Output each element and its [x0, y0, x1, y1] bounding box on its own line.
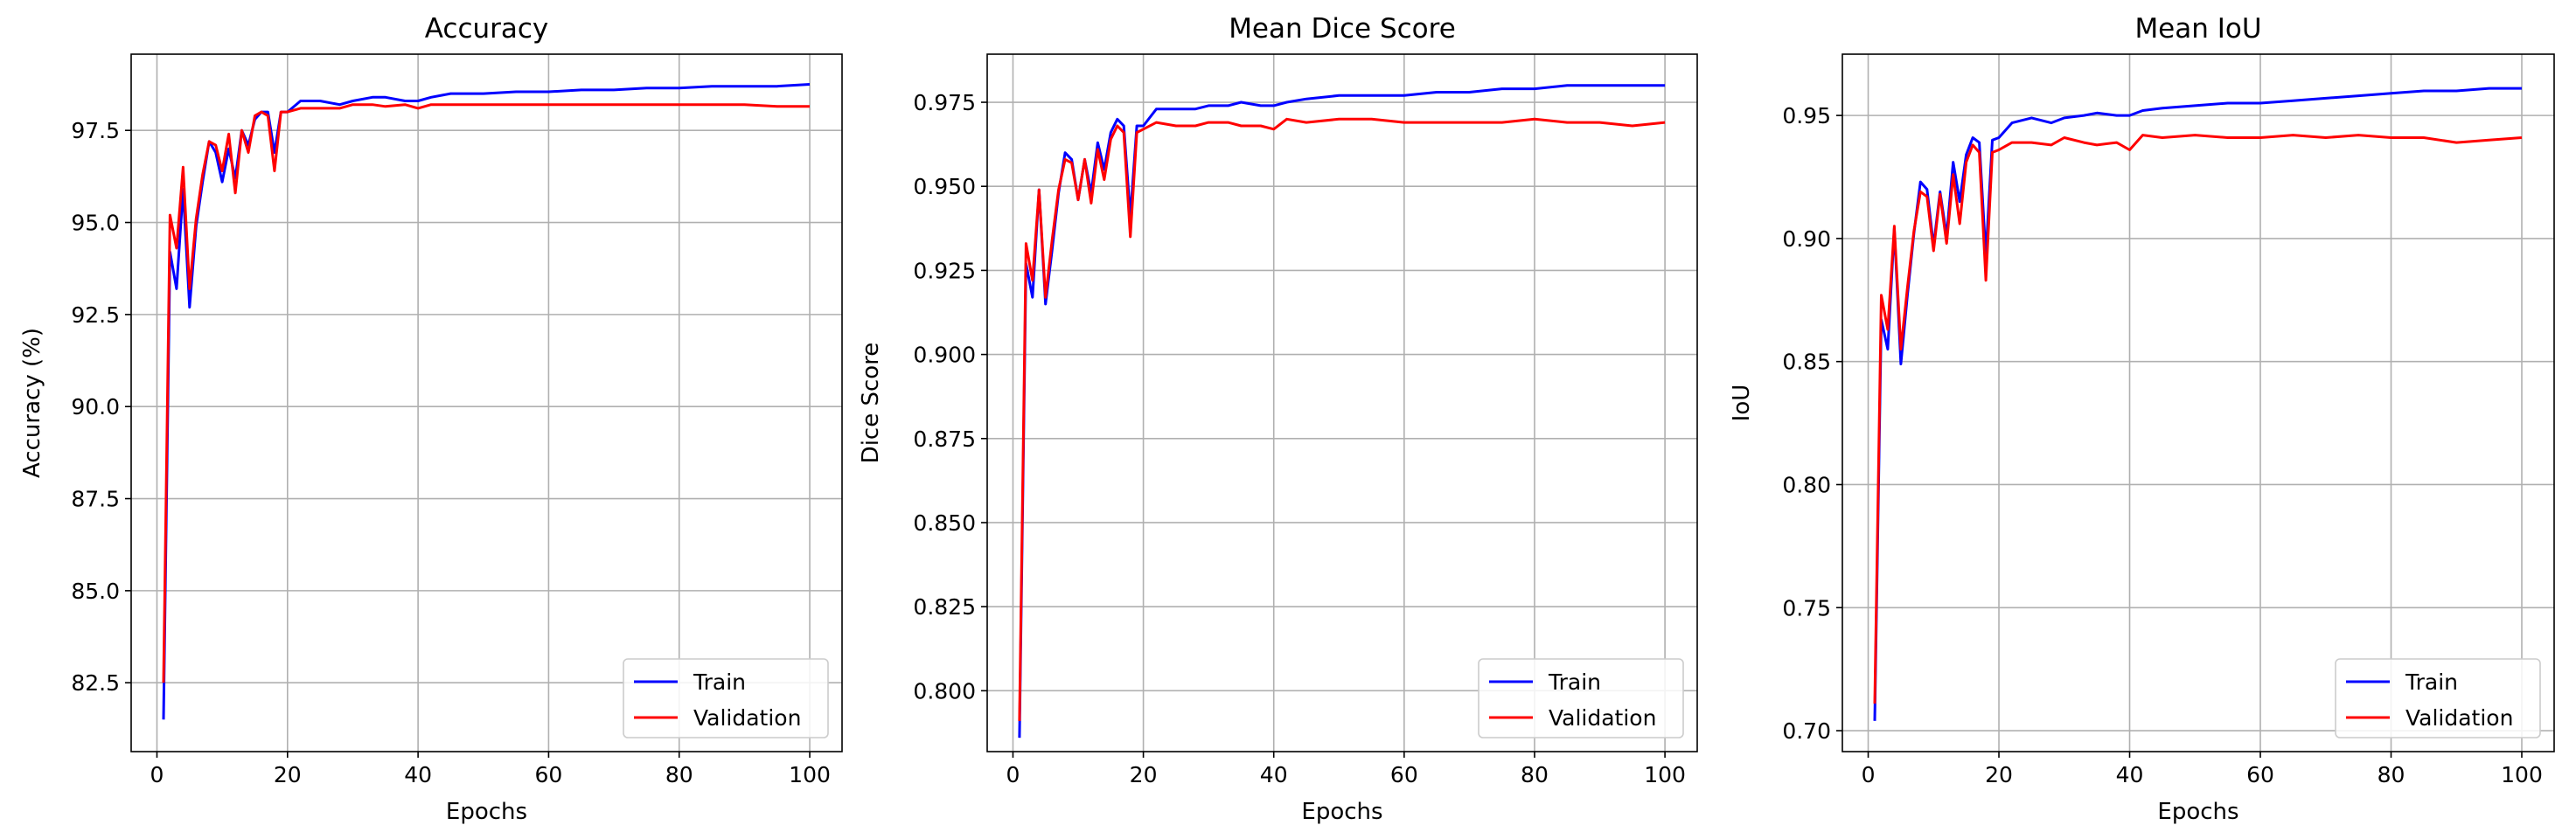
dice-y-tick-label: 0.875	[913, 426, 976, 452]
accuracy-y-tick-label: 90.0	[71, 394, 120, 420]
iou-x-tick-label: 40	[2116, 762, 2144, 787]
iou-axes-frame	[1841, 53, 2555, 752]
iou-y-tick-label: 0.70	[1782, 718, 1831, 744]
iou-chart-title: Mean IoU	[2134, 13, 2261, 45]
accuracy-x-tick-label: 40	[404, 762, 432, 787]
iou-legend-label-validation: Validation	[2405, 705, 2513, 731]
iou-y-tick-label: 0.90	[1782, 226, 1831, 252]
accuracy-y-tick-label: 87.5	[71, 487, 120, 512]
iou-chart: 0 20 40 60 80 100 0.70 0.75 0.80 0.85 0.90 0.95 Mean…	[1729, 13, 2555, 825]
iou-series-line-train	[1873, 87, 2522, 721]
dice-x-tick-label: 80	[1521, 762, 1549, 787]
dice-y-tick-label: 0.950	[913, 174, 976, 199]
iou-x-tick-label: 80	[2378, 762, 2405, 787]
dice-chart-title: Mean Dice Score	[1229, 13, 1456, 45]
accuracy-chart-title: Accuracy	[425, 13, 549, 45]
iou-y-axis-label: IoU	[1729, 385, 1755, 422]
accuracy-x-tick-label: 80	[665, 762, 693, 787]
dice-y-axis-label: Dice Score	[858, 343, 884, 464]
iou-y-tick-label: 0.75	[1782, 595, 1831, 621]
dice-chart: 0 20 40 60 80 100 0.800 0.825 0.850 0.875 0.900 0.9…	[858, 13, 1698, 825]
iou-y-tick-label: 0.85	[1782, 350, 1831, 375]
dice-y-tick-label: 0.850	[913, 510, 976, 536]
accuracy-x-tick-label: 60	[535, 762, 563, 787]
dice-x-tick-label: 40	[1260, 762, 1288, 787]
dice-legend: Train Validation	[1478, 658, 1684, 738]
accuracy-series-line-train	[162, 83, 811, 720]
accuracy-chart: 0 20 40 60 80 100 82.5 85.0 87.5 90.0 92.5 95.0 97.5…	[19, 13, 843, 825]
dice-y-tick-label: 0.900	[913, 343, 976, 368]
accuracy-y-tick-label: 95.0	[71, 211, 120, 236]
accuracy-y-tick-label: 97.5	[71, 118, 120, 143]
iou-y-tick-label: 0.95	[1782, 103, 1831, 128]
iou-x-tick-label: 20	[1985, 762, 2013, 787]
iou-y-tick-label: 0.80	[1782, 472, 1831, 497]
iou-x-tick-label: 60	[2246, 762, 2274, 787]
accuracy-x-tick-label: 20	[274, 762, 302, 787]
dice-y-tick-label: 0.800	[913, 678, 976, 704]
accuracy-x-axis-label: Epochs	[446, 799, 527, 825]
accuracy-legend-label-validation: Validation	[693, 705, 801, 731]
accuracy-y-axis-label: Accuracy (%)	[19, 328, 45, 478]
accuracy-x-tick-label: 100	[789, 762, 831, 787]
dice-y-tick-label: 0.825	[913, 594, 976, 620]
iou-x-tick-label: 100	[2501, 762, 2543, 787]
dice-series-line-train	[1018, 84, 1666, 738]
dice-series-line-validation	[1018, 117, 1666, 722]
dice-y-tick-label: 0.925	[913, 258, 976, 283]
accuracy-x-tick-label: 0	[150, 762, 164, 787]
dice-x-tick-label: 100	[1644, 762, 1686, 787]
accuracy-y-tick-label: 85.0	[71, 579, 120, 604]
accuracy-axes-frame	[130, 53, 843, 752]
accuracy-y-tick-label: 92.5	[71, 302, 120, 328]
accuracy-y-tick-label: 82.5	[71, 670, 120, 696]
dice-x-tick-label: 20	[1130, 762, 1158, 787]
dice-x-tick-label: 60	[1390, 762, 1418, 787]
accuracy-legend-label-train: Train	[693, 669, 746, 695]
dice-y-tick-label: 0.975	[913, 90, 976, 115]
accuracy-legend: Train Validation	[623, 658, 829, 738]
dice-legend-label-validation: Validation	[1549, 705, 1656, 731]
dice-axes-frame	[986, 53, 1698, 752]
dice-x-tick-label: 0	[1006, 762, 1020, 787]
dice-legend-label-train: Train	[1548, 669, 1601, 695]
accuracy-series-line-validation	[162, 103, 810, 683]
iou-legend: Train Validation	[2335, 658, 2541, 738]
iou-x-tick-label: 0	[1862, 762, 1876, 787]
dice-x-axis-label: Epochs	[1301, 799, 1382, 825]
iou-series-line-validation	[1873, 134, 2523, 704]
iou-legend-label-train: Train	[2405, 669, 2458, 695]
iou-x-axis-label: Epochs	[2157, 799, 2238, 825]
